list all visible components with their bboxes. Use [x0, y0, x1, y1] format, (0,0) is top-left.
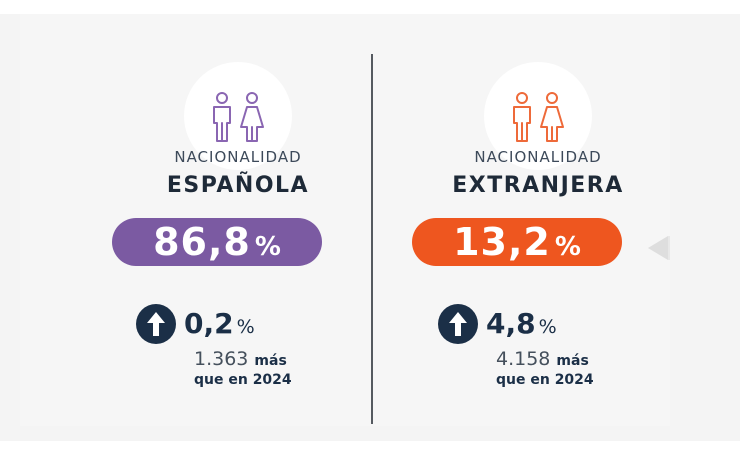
- arrow-up-icon: [136, 304, 176, 344]
- people-icon: [213, 92, 264, 142]
- pointer-triangle-icon[interactable]: [648, 236, 668, 260]
- change-value: 4,8: [486, 307, 536, 340]
- share-pill: 13,2%: [412, 218, 622, 266]
- foreign-column: NACIONALIDAD EXTRANJERA 13,2% 4,8% 4.158…: [408, 14, 668, 426]
- change-detail: 4.158 más que en 2024: [496, 348, 594, 388]
- nationality-label: NACIONALIDAD: [474, 148, 602, 166]
- people-icon: [513, 92, 564, 142]
- icon-circle: [484, 62, 592, 170]
- share-value: 13,2: [453, 220, 551, 264]
- icon-circle: [184, 62, 292, 170]
- count-suffix: más: [254, 353, 287, 369]
- count-value: 4.158: [496, 348, 551, 370]
- change-detail: 1.363 más que en 2024: [194, 348, 292, 388]
- comparison-text: que en 2024: [496, 372, 594, 388]
- change-text: 4,8%: [486, 304, 557, 344]
- panel-background: NACIONALIDAD ESPAÑOLA 86,8% 0,2% 1.363 má…: [0, 14, 740, 441]
- arrow-up-icon: [438, 304, 478, 344]
- column-divider: [371, 54, 373, 424]
- share-unit: %: [554, 232, 581, 262]
- nationality-type: EXTRANJERA: [452, 173, 624, 198]
- spanish-column: NACIONALIDAD ESPAÑOLA 86,8% 0,2% 1.363 má…: [108, 14, 368, 426]
- change-unit: %: [236, 316, 255, 338]
- nationality-type: ESPAÑOLA: [166, 173, 310, 198]
- pointer-edge: [668, 236, 670, 260]
- share-pill: 86,8%: [112, 218, 322, 266]
- count-value: 1.363: [194, 348, 249, 370]
- nationality-label: NACIONALIDAD: [174, 148, 302, 166]
- change-value: 0,2: [184, 307, 234, 340]
- comparison-text: que en 2024: [194, 372, 292, 388]
- change-text: 0,2%: [184, 304, 255, 344]
- share-unit: %: [254, 232, 281, 262]
- count-suffix: más: [556, 353, 589, 369]
- share-value: 86,8: [153, 220, 251, 264]
- change-unit: %: [538, 316, 557, 338]
